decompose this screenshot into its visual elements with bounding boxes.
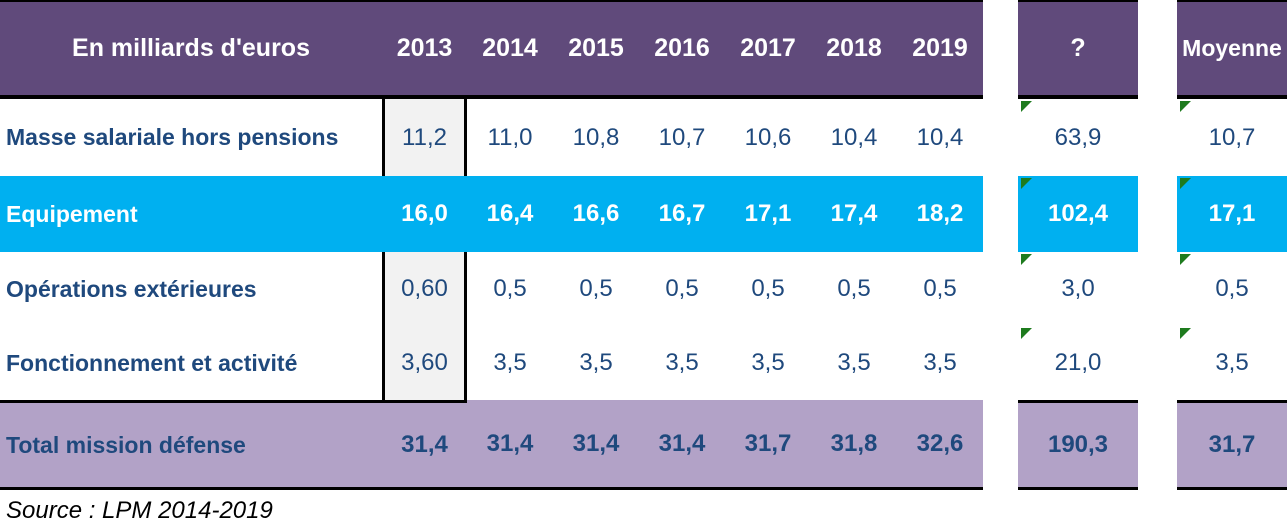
value-cell: 10,6 [725, 99, 811, 176]
column-gap [983, 99, 1018, 176]
value-cell: 17,1 [725, 176, 811, 252]
row-label: Opérations extérieures [0, 252, 382, 326]
unit-header-cell: En milliards d'euros [0, 0, 382, 99]
value-cell: 10,4 [897, 99, 983, 176]
value-cell: 16,0 [382, 176, 467, 252]
row-label: Total mission défense [0, 400, 382, 490]
budget-table: En milliards d'euros 2013 2014 2015 2016 2017… [0, 0, 1287, 490]
value-cell: 10,7 [639, 99, 725, 176]
value-cell: 11,2 [382, 99, 467, 176]
column-gap [1138, 326, 1177, 400]
year-header-2015: 2015 [553, 0, 639, 99]
sum-cell: 190,3 [1018, 400, 1138, 490]
column-gap [983, 326, 1018, 400]
column-gap [1138, 176, 1177, 252]
year-header-2013: 2013 [382, 0, 467, 99]
year-header-2017: 2017 [725, 0, 811, 99]
sum-cell: 3,0 [1018, 252, 1138, 326]
value-cell: 0,5 [553, 252, 639, 326]
value-cell: 31,8 [811, 400, 897, 490]
value-cell: 0,5 [897, 252, 983, 326]
year-header-2019: 2019 [897, 0, 983, 99]
value-cell: 3,5 [725, 326, 811, 400]
avg-cell: 3,5 [1177, 326, 1287, 400]
value-cell: 31,4 [382, 400, 467, 490]
value-cell: 31,7 [725, 400, 811, 490]
value-cell: 16,4 [467, 176, 553, 252]
value-cell: 16,6 [553, 176, 639, 252]
value-cell: 3,5 [897, 326, 983, 400]
value-cell: 17,4 [811, 176, 897, 252]
column-gap [1138, 400, 1177, 490]
value-cell: 31,4 [553, 400, 639, 490]
avg-header-cell: Moyenne [1177, 0, 1287, 99]
avg-cell: 31,7 [1177, 400, 1287, 490]
value-cell: 10,8 [553, 99, 639, 176]
value-cell: 3,5 [811, 326, 897, 400]
value-cell: 3,5 [639, 326, 725, 400]
row-label: Fonctionnement et activité [0, 326, 382, 400]
column-gap [1138, 252, 1177, 326]
column-gap [1138, 99, 1177, 176]
year-header-2014: 2014 [467, 0, 553, 99]
column-gap [983, 0, 1018, 99]
year-header-2016: 2016 [639, 0, 725, 99]
value-cell: 0,5 [725, 252, 811, 326]
value-cell: 18,2 [897, 176, 983, 252]
avg-cell: 10,7 [1177, 99, 1287, 176]
column-gap [983, 176, 1018, 252]
column-gap [983, 252, 1018, 326]
value-cell: 0,5 [467, 252, 553, 326]
row-label: Masse salariale hors pensions [0, 99, 382, 176]
column-gap [983, 400, 1018, 490]
sum-cell: 102,4 [1018, 176, 1138, 252]
sum-header-cell: ? [1018, 0, 1138, 99]
value-cell: 16,7 [639, 176, 725, 252]
value-cell: 3,5 [467, 326, 553, 400]
value-cell: 31,4 [639, 400, 725, 490]
avg-cell: 17,1 [1177, 176, 1287, 252]
value-cell: 31,4 [467, 400, 553, 490]
column-gap [1138, 0, 1177, 99]
year-header-2018: 2018 [811, 0, 897, 99]
value-cell: 0,5 [639, 252, 725, 326]
value-cell: 11,0 [467, 99, 553, 176]
sum-cell: 63,9 [1018, 99, 1138, 176]
source-caption: Source : LPM 2014-2019 [6, 497, 273, 524]
avg-cell: 0,5 [1177, 252, 1287, 326]
value-cell: 3,60 [382, 326, 467, 400]
row-label: Equipement [0, 176, 382, 252]
value-cell: 10,4 [811, 99, 897, 176]
value-cell: 0,5 [811, 252, 897, 326]
value-cell: 3,5 [553, 326, 639, 400]
value-cell: 32,6 [897, 400, 983, 490]
value-cell: 0,60 [382, 252, 467, 326]
sum-cell: 21,0 [1018, 326, 1138, 400]
